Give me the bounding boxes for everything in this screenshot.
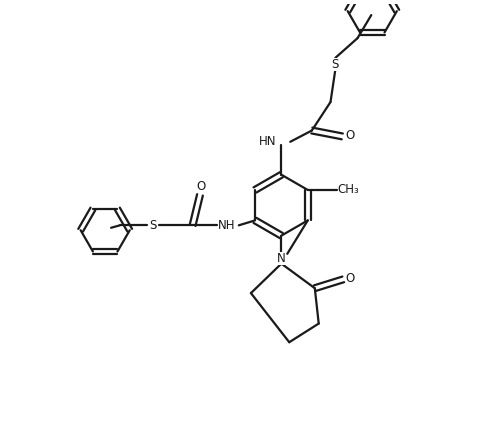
Text: O: O — [345, 129, 354, 142]
Text: CH₃: CH₃ — [338, 184, 360, 197]
Text: NH: NH — [218, 219, 236, 232]
Text: S: S — [332, 58, 339, 71]
Text: O: O — [196, 180, 206, 193]
Text: N: N — [277, 252, 286, 265]
Text: O: O — [345, 272, 355, 285]
Text: HN: HN — [259, 135, 276, 148]
Text: S: S — [150, 219, 157, 232]
